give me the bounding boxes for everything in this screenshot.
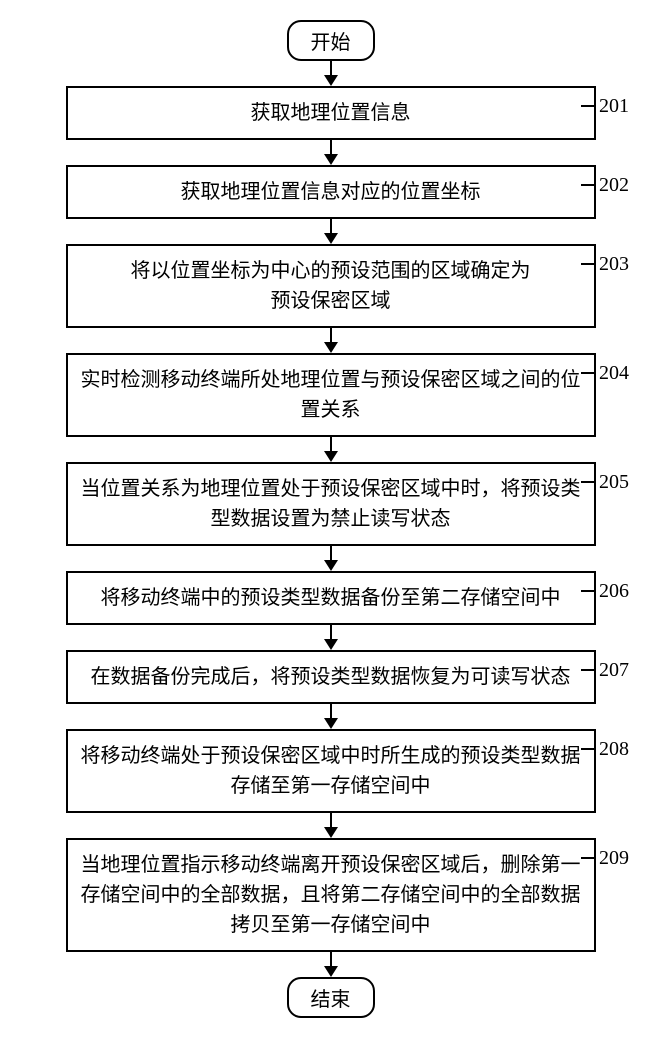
step-row: 获取地理位置信息对应的位置坐标202	[20, 165, 641, 219]
step-id: 205	[599, 471, 629, 493]
arrow-down	[324, 704, 338, 729]
leader-line	[581, 748, 595, 750]
step-id: 203	[599, 253, 629, 275]
arrow-down	[324, 952, 338, 977]
leader-line	[581, 263, 595, 265]
process-box: 将移动终端处于预设保密区域中时所生成的预设类型数据存储至第一存储空间中	[66, 729, 596, 813]
process-box: 将以位置坐标为中心的预设范围的区域确定为预设保密区域	[66, 244, 596, 328]
step-label-col: 202	[581, 173, 641, 197]
step-label-col: 203	[581, 252, 641, 276]
arrow-down	[324, 625, 338, 650]
step-id: 202	[599, 174, 629, 196]
step-row: 将移动终端中的预设类型数据备份至第二存储空间中206	[20, 571, 641, 625]
step-id: 208	[599, 738, 629, 760]
leader-line	[581, 184, 595, 186]
process-box: 获取地理位置信息	[66, 86, 596, 140]
step-row: 获取地理位置信息201	[20, 86, 641, 140]
start-terminator: 开始	[287, 20, 375, 61]
leader-line	[581, 481, 595, 483]
end-terminator: 结束	[287, 977, 375, 1018]
step-label-col: 206	[581, 579, 641, 603]
step-row: 将移动终端处于预设保密区域中时所生成的预设类型数据存储至第一存储空间中208	[20, 729, 641, 813]
step-row: 当地理位置指示移动终端离开预设保密区域后，删除第一存储空间中的全部数据，且将第二…	[20, 838, 641, 952]
arrow-down	[324, 437, 338, 462]
step-id: 207	[599, 659, 629, 681]
arrow-down	[324, 813, 338, 838]
leader-line	[581, 857, 595, 859]
arrow-down	[324, 61, 338, 86]
step-row: 当位置关系为地理位置处于预设保密区域中时，将预设类型数据设置为禁止读写状态205	[20, 462, 641, 546]
step-label-col: 204	[581, 361, 641, 385]
leader-line	[581, 590, 595, 592]
process-box: 获取地理位置信息对应的位置坐标	[66, 165, 596, 219]
step-row: 在数据备份完成后，将预设类型数据恢复为可读写状态207	[20, 650, 641, 704]
arrow-down	[324, 328, 338, 353]
step-row: 将以位置坐标为中心的预设范围的区域确定为预设保密区域203	[20, 244, 641, 328]
step-label-col: 209	[581, 846, 641, 870]
leader-line	[581, 669, 595, 671]
leader-line	[581, 105, 595, 107]
process-box: 当位置关系为地理位置处于预设保密区域中时，将预设类型数据设置为禁止读写状态	[66, 462, 596, 546]
step-label-col: 208	[581, 737, 641, 761]
step-id: 201	[599, 95, 629, 117]
leader-line	[581, 372, 595, 374]
step-id: 209	[599, 847, 629, 869]
step-row: 实时检测移动终端所处地理位置与预设保密区域之间的位置关系204	[20, 353, 641, 437]
arrow-down	[324, 219, 338, 244]
step-label-col: 207	[581, 658, 641, 682]
process-box: 在数据备份完成后，将预设类型数据恢复为可读写状态	[66, 650, 596, 704]
process-box: 当地理位置指示移动终端离开预设保密区域后，删除第一存储空间中的全部数据，且将第二…	[66, 838, 596, 952]
process-box: 将移动终端中的预设类型数据备份至第二存储空间中	[66, 571, 596, 625]
process-box: 实时检测移动终端所处地理位置与预设保密区域之间的位置关系	[66, 353, 596, 437]
step-id: 204	[599, 362, 629, 384]
step-label-col: 201	[581, 94, 641, 118]
arrow-down	[324, 546, 338, 571]
arrow-down	[324, 140, 338, 165]
step-id: 206	[599, 580, 629, 602]
step-label-col: 205	[581, 470, 641, 494]
